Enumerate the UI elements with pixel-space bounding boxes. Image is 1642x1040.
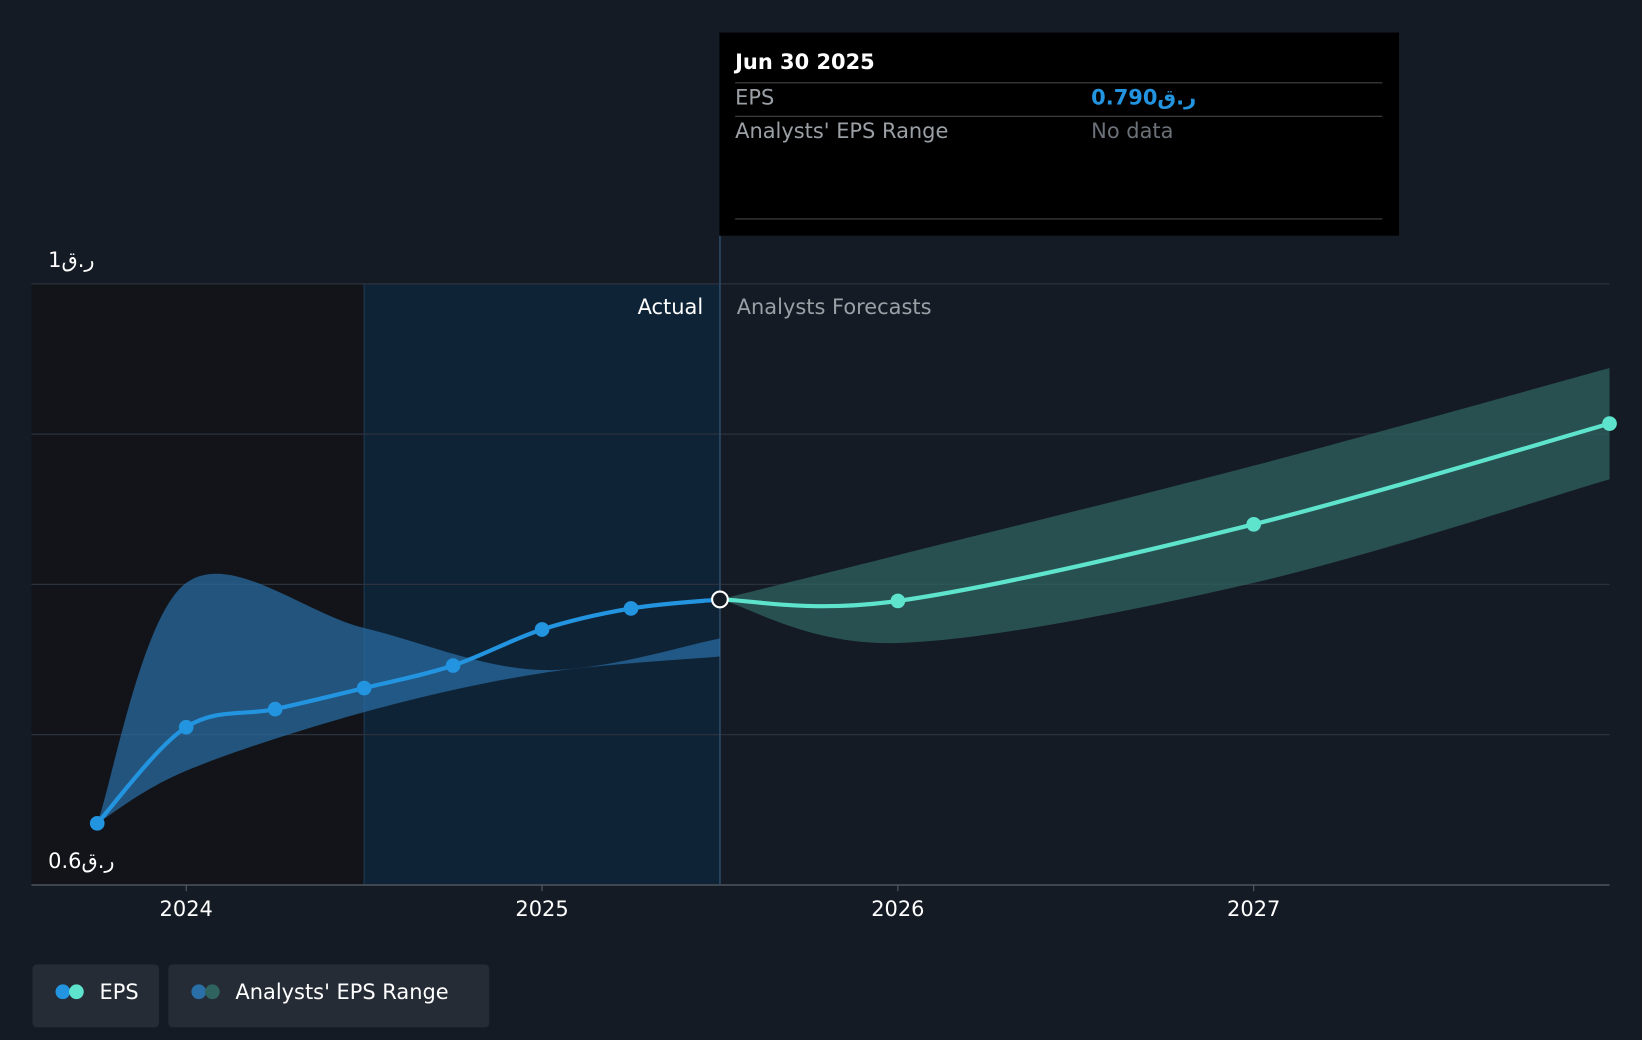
legend: EPS Analysts' EPS Range (32, 964, 490, 1028)
eps-point (534, 622, 550, 637)
eps-point (623, 601, 639, 616)
x-tick-label: 2025 (515, 897, 568, 921)
background: ر.ق0.6 ر.ق1 2024 2025 2026 2027 Actual Analysts… (31, 235, 1610, 921)
legend-button (32, 964, 159, 1028)
legend-swatch (205, 984, 220, 1000)
tooltip: Jun 30 2025 EPS ر.ق0.790 Analysts' EPS R… (719, 32, 1400, 236)
legend-item[interactable]: Analysts' EPS Range (168, 964, 490, 1028)
tooltip-title: Jun 30 2025 (733, 50, 875, 74)
legend-swatch (55, 984, 71, 1000)
eps-point (267, 701, 283, 717)
x-tick-label: 2024 (160, 897, 213, 921)
eps-point (356, 680, 372, 696)
eps-point (711, 590, 729, 609)
y-tick-label: ر.ق1 (48, 248, 94, 272)
legend-swatch (69, 984, 84, 1000)
forecast-label: Analysts Forecasts (737, 295, 932, 319)
tooltip-box (719, 32, 1400, 236)
tooltip-label: Analysts' EPS Range (735, 119, 948, 143)
eps-point (89, 816, 105, 831)
legend-item[interactable]: EPS (32, 964, 159, 1028)
x-tick-label: 2026 (871, 897, 924, 921)
legend-button (168, 964, 490, 1028)
tooltip-label: EPS (735, 86, 774, 110)
tooltip-value: No data (1091, 119, 1173, 143)
legend-label: Analysts' EPS Range (235, 980, 448, 1004)
y-tick-label: ر.ق0.6 (48, 849, 114, 873)
forecast-range-area (719, 368, 1610, 644)
actual-label: Actual (638, 295, 704, 319)
legend-swatch (191, 984, 207, 1000)
legend-label: EPS (99, 980, 138, 1004)
forecast-line (717, 421, 1612, 609)
forecast-point (890, 593, 906, 609)
plot (89, 368, 1617, 831)
forecast-point (1602, 416, 1617, 431)
tooltip-value: ر.ق0.790 (1091, 86, 1196, 110)
eps-point (178, 719, 194, 735)
forecast-point (1246, 516, 1262, 532)
eps-point (445, 658, 461, 673)
eps-range-area (97, 573, 720, 824)
x-tick-label: 2027 (1227, 897, 1280, 921)
